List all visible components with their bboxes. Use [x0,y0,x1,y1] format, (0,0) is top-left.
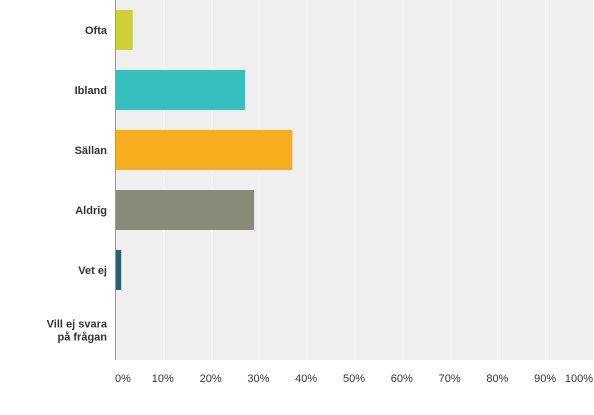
category-labels: Ofta Ibland Sällan Aldrig Vet ej Vill ej svar… [47,25,108,344]
bar-3 [115,130,293,170]
x-tick-labels: 0% 10% 20% 30% 40% 50% 60% 70% 80% 90% 100% [115,373,593,385]
bar-1 [115,10,133,50]
x-tick-label: 90% [534,373,556,385]
bar-4 [115,190,255,230]
x-tick-label: 80% [486,373,508,385]
bar-2 [115,70,246,110]
x-tick-label: 50% [343,373,365,385]
x-tick-label: 10% [152,373,174,385]
x-tick-label: 20% [200,373,222,385]
category-label: Vet ej [78,265,107,277]
category-label: Aldrig [75,205,107,217]
x-tick-label: 70% [439,373,461,385]
x-tick-label: 100% [565,373,593,385]
bar-5 [115,250,122,290]
category-label: Vill ej svara på frågan [47,319,108,344]
category-label: Ibland [75,85,107,97]
x-tick-label: 0% [115,373,131,385]
x-tick-label: 60% [391,373,413,385]
category-label: Ofta [85,25,108,37]
category-label: Sällan [75,145,108,157]
bars [115,10,293,350]
x-tick-label: 40% [295,373,317,385]
x-tick-label: 30% [247,373,269,385]
